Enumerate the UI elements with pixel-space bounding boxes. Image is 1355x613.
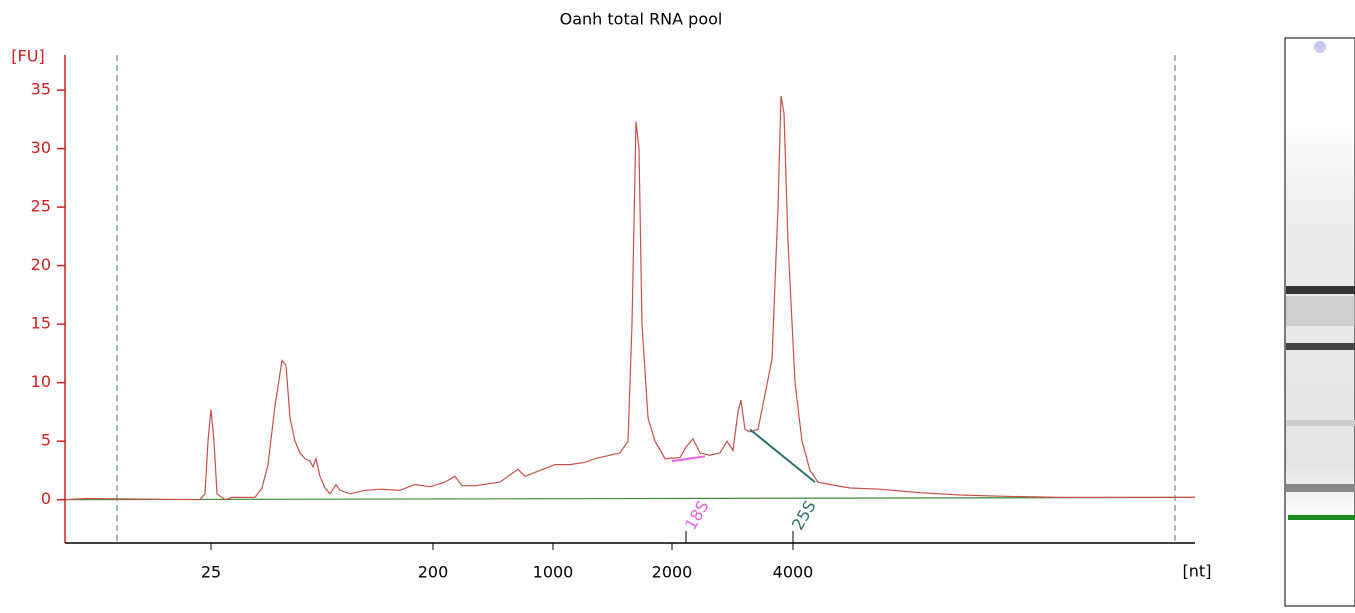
peak-baseline	[671, 455, 706, 463]
gel-lane	[1284, 37, 1355, 607]
x-tick-label: 1000	[533, 563, 574, 582]
gel-band	[1286, 286, 1355, 294]
gel-band	[1286, 296, 1355, 326]
gel-band	[1286, 343, 1355, 350]
y-tick-label: 35	[31, 80, 51, 99]
gel-band	[1286, 420, 1355, 426]
x-axis-label: [nt]	[1183, 562, 1212, 581]
peak-label: 25S	[788, 497, 820, 533]
peak-baseline	[749, 428, 816, 483]
y-tick-label: 0	[41, 489, 51, 508]
x-tick-label: 25	[201, 563, 221, 582]
baseline	[64, 496, 1196, 501]
gel-marker-band	[1288, 515, 1355, 520]
x-tick-label: 200	[418, 563, 449, 582]
chart-title: Oanh total RNA pool	[560, 10, 723, 29]
y-tick-label: 10	[31, 372, 51, 391]
y-axis-label: [FU]	[11, 47, 44, 66]
x-tick-label: 2000	[652, 563, 693, 582]
peak-label: 18S	[681, 497, 713, 533]
y-tick-label: 5	[41, 431, 51, 450]
y-tick-label: 15	[31, 314, 51, 333]
y-tick-label: 30	[31, 138, 51, 157]
x-tick-label: 4000	[773, 563, 814, 582]
y-tick-label: 25	[31, 197, 51, 216]
gel-marker	[1314, 41, 1326, 53]
trace	[64, 95, 1195, 501]
y-tick-label: 20	[31, 255, 51, 274]
gel-band	[1286, 484, 1355, 492]
